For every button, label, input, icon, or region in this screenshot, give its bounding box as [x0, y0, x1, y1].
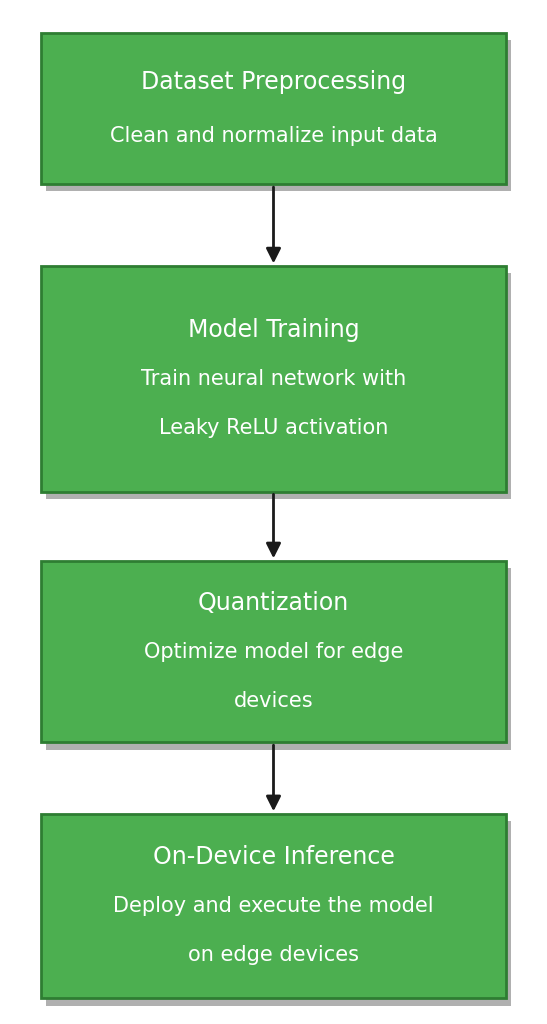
Bar	[41, 266, 506, 492]
Bar	[41, 814, 506, 998]
Text: Optimize model for edge: Optimize model for edge	[144, 642, 403, 662]
Text: On-Device Inference: On-Device Inference	[153, 845, 394, 869]
Bar	[41, 33, 506, 184]
Text: devices: devices	[234, 691, 313, 711]
Text: Clean and normalize input data: Clean and normalize input data	[109, 126, 438, 145]
Bar	[46, 568, 511, 750]
Bar	[46, 273, 511, 499]
Text: Model Training: Model Training	[188, 317, 359, 342]
Bar	[41, 561, 506, 742]
Text: Quantization: Quantization	[198, 591, 349, 614]
Text: Dataset Preprocessing: Dataset Preprocessing	[141, 70, 406, 93]
Text: Deploy and execute the model: Deploy and execute the model	[113, 896, 434, 916]
Text: Leaky ReLU activation: Leaky ReLU activation	[159, 418, 388, 438]
Bar	[46, 821, 511, 1006]
Bar	[46, 40, 511, 191]
Text: on edge devices: on edge devices	[188, 945, 359, 966]
Text: Train neural network with: Train neural network with	[141, 369, 406, 389]
